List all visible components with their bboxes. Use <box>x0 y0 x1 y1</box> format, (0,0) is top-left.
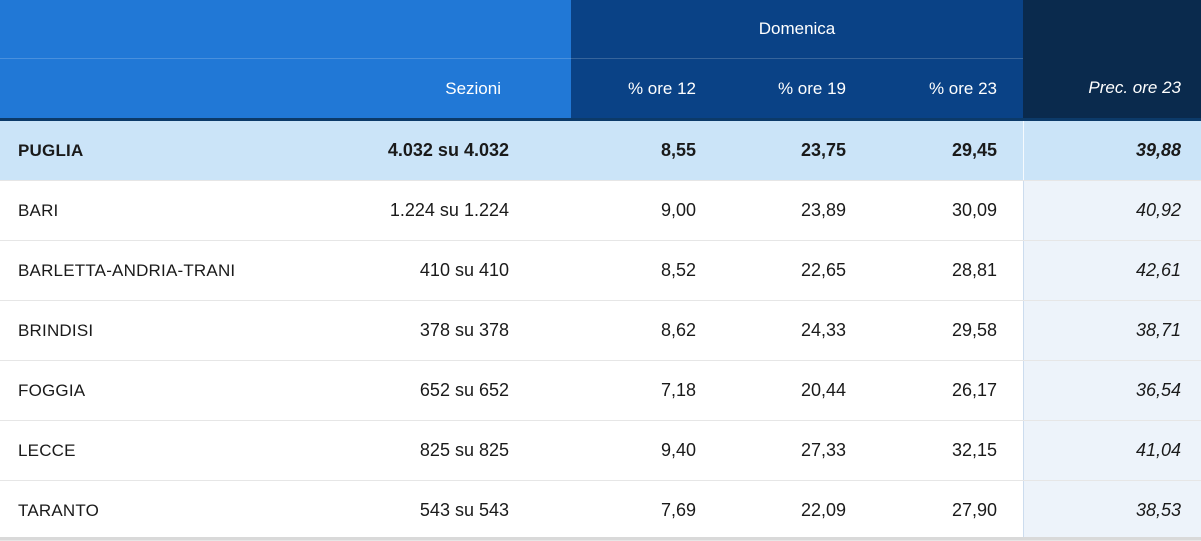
cell-sezioni: 378 su 378 <box>419 320 509 340</box>
table-row-bari: BARI 1.224 su 1.224 9,00 23,89 30,09 40,… <box>0 181 1201 241</box>
table-row-lecce: LECCE 825 su 825 9,40 27,33 32,15 41,04 <box>0 421 1201 481</box>
cell-ore-19: 20,44 <box>800 380 846 400</box>
cell-ore-23: 32,15 <box>951 440 997 460</box>
table-row-taranto: TARANTO 543 su 543 7,69 22,09 27,90 38,5… <box>0 481 1201 541</box>
cell-prec-ore-23: 36,54 <box>1023 361 1201 420</box>
row-name: BARLETTA-ANDRIA-TRANI <box>18 260 236 280</box>
cell-prec-ore-23: 40,92 <box>1023 181 1201 240</box>
table-header: Sezioni Domenica % ore 12 % ore 19 % ore… <box>0 0 1201 118</box>
header-section-domenica: Domenica % ore 12 % ore 19 % ore 23 <box>571 0 1023 118</box>
column-header-ore-19: % ore 19 <box>777 78 846 98</box>
column-header-ore-12: % ore 12 <box>627 78 696 98</box>
cell-ore-23: 30,09 <box>951 200 997 220</box>
cell-ore-19: 27,33 <box>800 440 846 460</box>
column-group-header-domenica: Domenica <box>758 19 836 38</box>
cell-ore-23: 28,81 <box>951 260 997 280</box>
cell-prec-ore-23: 41,04 <box>1023 421 1201 480</box>
cell-ore-19: 23,75 <box>800 140 846 160</box>
cell-ore-19: 22,65 <box>800 260 846 280</box>
cell-ore-23: 27,90 <box>951 500 997 520</box>
cell-prec-ore-23: 42,61 <box>1023 241 1201 300</box>
column-header-ore-23: % ore 23 <box>928 78 997 98</box>
table-row-brindisi: BRINDISI 378 su 378 8,62 24,33 29,58 38,… <box>0 301 1201 361</box>
cell-prec-ore-23: 38,71 <box>1023 301 1201 360</box>
cell-ore-12: 9,00 <box>660 200 696 220</box>
header-section-sezioni: Sezioni <box>0 0 571 118</box>
column-header-prec-ore-23: Prec. ore 23 <box>1088 78 1181 97</box>
header-spacer-right <box>1023 0 1201 58</box>
row-name: LECCE <box>18 440 76 460</box>
cell-sezioni: 543 su 543 <box>419 500 509 520</box>
cell-ore-12: 8,55 <box>660 140 696 160</box>
row-name: TARANTO <box>18 500 100 520</box>
row-name: BRINDISI <box>18 320 94 340</box>
cell-ore-23: 29,45 <box>951 140 997 160</box>
cell-ore-23: 29,58 <box>951 320 997 340</box>
row-name: BARI <box>18 200 59 220</box>
header-section-prec: Prec. ore 23 <box>1023 0 1201 118</box>
cell-sezioni: 825 su 825 <box>419 440 509 460</box>
cell-sezioni: 4.032 su 4.032 <box>387 140 509 160</box>
cell-ore-12: 7,69 <box>660 500 696 520</box>
cell-ore-23: 26,17 <box>951 380 997 400</box>
cell-sezioni: 1.224 su 1.224 <box>389 200 509 220</box>
table-row-puglia-total: PUGLIA 4.032 su 4.032 8,55 23,75 29,45 3… <box>0 118 1201 181</box>
cell-sezioni: 410 su 410 <box>419 260 509 280</box>
table-row-barletta-andria-trani: BARLETTA-ANDRIA-TRANI 410 su 410 8,52 22… <box>0 241 1201 301</box>
cell-ore-19: 23,89 <box>800 200 846 220</box>
column-header-sezioni: Sezioni <box>445 78 501 98</box>
header-spacer-left <box>0 0 571 58</box>
cell-prec-ore-23: 38,53 <box>1023 481 1201 540</box>
row-name: PUGLIA <box>18 140 84 160</box>
cell-ore-19: 24,33 <box>800 320 846 340</box>
cell-prec-ore-23: 39,88 <box>1023 121 1201 180</box>
cell-ore-12: 7,18 <box>660 380 696 400</box>
cell-ore-12: 9,40 <box>660 440 696 460</box>
cell-ore-12: 8,52 <box>660 260 696 280</box>
bottom-divider-bar <box>0 537 1201 540</box>
cell-ore-12: 8,62 <box>660 320 696 340</box>
table-row-foggia: FOGGIA 652 su 652 7,18 20,44 26,17 36,54 <box>0 361 1201 421</box>
row-name: FOGGIA <box>18 380 86 400</box>
cell-ore-19: 22,09 <box>800 500 846 520</box>
cell-sezioni: 652 su 652 <box>419 380 509 400</box>
